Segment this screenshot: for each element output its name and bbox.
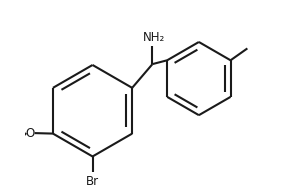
Text: O: O	[26, 127, 35, 140]
Text: NH₂: NH₂	[143, 31, 165, 44]
Text: Br: Br	[86, 175, 99, 188]
